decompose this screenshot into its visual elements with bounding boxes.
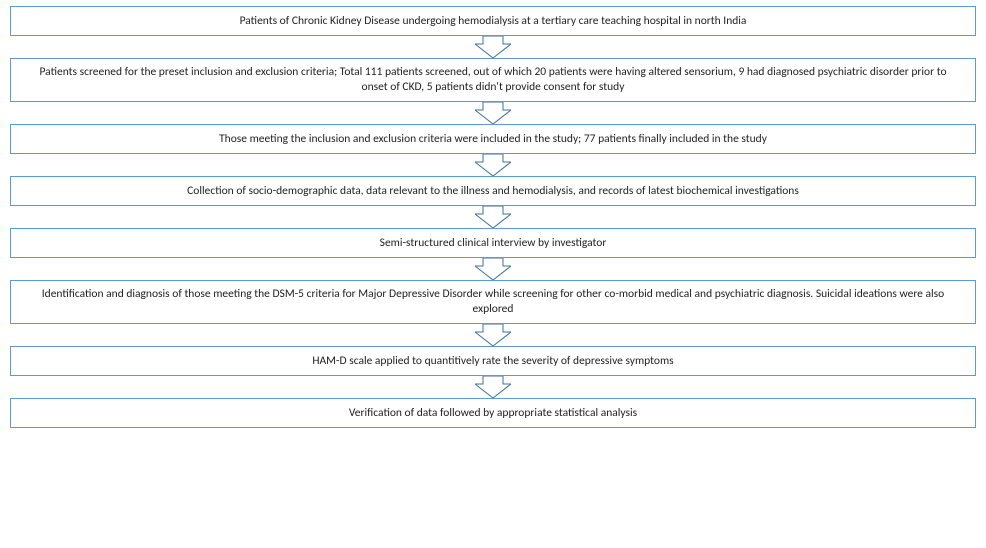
flowchart-step-3: Those meeting the inclusion and exclusio… [10, 124, 976, 154]
flow-arrow-4 [10, 206, 976, 228]
chevron-down-icon [475, 258, 511, 280]
flow-arrow-6 [10, 324, 976, 346]
step-8-text: Verification of data followed by appropr… [349, 406, 637, 421]
flow-arrow-2 [10, 102, 976, 124]
flowchart-step-4: Collection of socio-demographic data, da… [10, 176, 976, 206]
step-7-text: HAM-D scale applied to quantitively rate… [312, 354, 673, 369]
chevron-down-icon [475, 36, 511, 58]
flow-arrow-5 [10, 258, 976, 280]
flow-arrow-7 [10, 376, 976, 398]
flowchart-step-1: Patients of Chronic Kidney Disease under… [10, 6, 976, 36]
flow-arrow-3 [10, 154, 976, 176]
flowchart-step-8: Verification of data followed by appropr… [10, 398, 976, 428]
step-3-text: Those meeting the inclusion and exclusio… [219, 132, 767, 147]
flowchart-step-5: Semi-structured clinical interview by in… [10, 228, 976, 258]
step-2-text: Patients screened for the preset inclusi… [31, 65, 955, 95]
step-6-text: Identification and diagnosis of those me… [31, 287, 955, 317]
flowchart-step-7: HAM-D scale applied to quantitively rate… [10, 346, 976, 376]
step-5-text: Semi-structured clinical interview by in… [380, 236, 607, 251]
flow-arrow-1 [10, 36, 976, 58]
flowchart-step-2: Patients screened for the preset inclusi… [10, 58, 976, 102]
step-1-text: Patients of Chronic Kidney Disease under… [240, 14, 747, 29]
chevron-down-icon [475, 154, 511, 176]
chevron-down-icon [475, 324, 511, 346]
step-4-text: Collection of socio-demographic data, da… [187, 184, 799, 199]
chevron-down-icon [475, 376, 511, 398]
flowchart-step-6: Identification and diagnosis of those me… [10, 280, 976, 324]
flowchart-canvas: Patients of Chronic Kidney Disease under… [0, 0, 986, 548]
chevron-down-icon [475, 206, 511, 228]
chevron-down-icon [475, 102, 511, 124]
